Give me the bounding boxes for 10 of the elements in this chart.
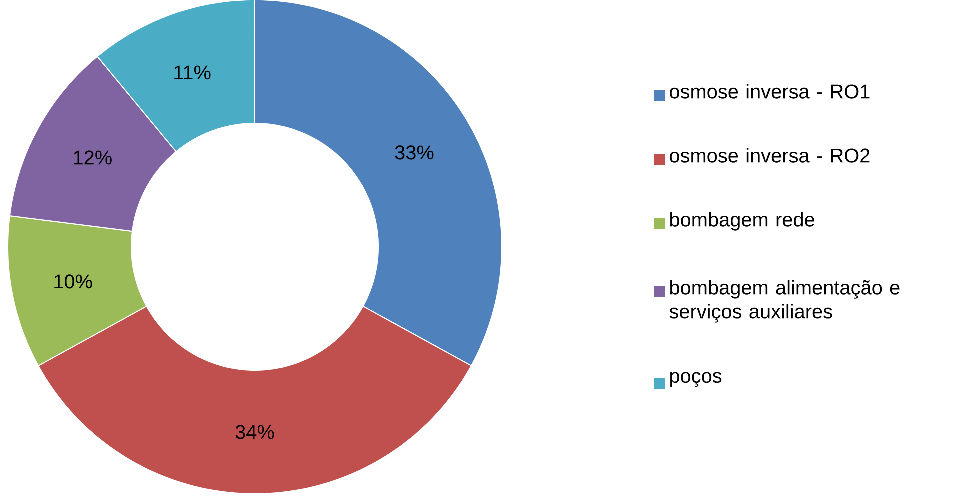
data-label: 10%	[54, 274, 92, 289]
data-label: 34%	[236, 425, 274, 440]
legend-label: osmose inversa - RO1	[670, 84, 870, 99]
legend-label: bombagem rede	[670, 212, 814, 231]
data-label: 12%	[74, 150, 112, 165]
legend-label: bombagem alimentação e serviços auxiliares	[670, 280, 900, 323]
data-label: 33%	[395, 146, 434, 160]
data-label: 11%	[174, 66, 211, 80]
legend-label: osmose inversa - RO2	[670, 148, 870, 163]
legend-label: poços	[670, 372, 722, 388]
